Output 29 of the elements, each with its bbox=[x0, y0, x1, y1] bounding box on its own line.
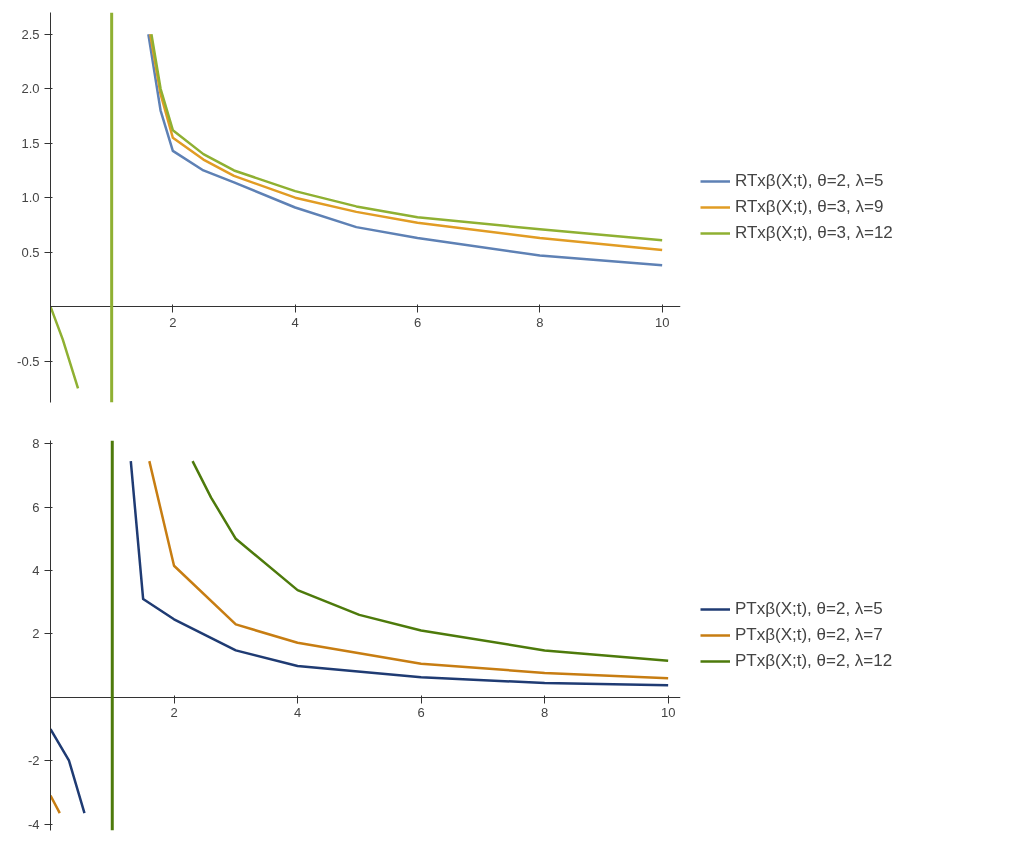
legend-label: PTxβ(X;t), θ=2, λ=5 bbox=[735, 599, 883, 619]
x-tick-label: 6 bbox=[413, 314, 422, 330]
y-tick-label: -2 bbox=[27, 753, 40, 769]
legend-label: RTxβ(X;t), θ=3, λ=12 bbox=[735, 223, 893, 243]
x-tick-label: 6 bbox=[417, 705, 425, 721]
x-tick-label: 10 bbox=[660, 705, 676, 721]
x-tick-label: 2 bbox=[169, 314, 177, 330]
x-tick-label: 4 bbox=[291, 314, 299, 330]
legend-label: RTxβ(X;t), θ=3, λ=9 bbox=[735, 197, 884, 217]
y-tick-label: 4 bbox=[32, 563, 40, 578]
legend-label: RTxβ(X;t), θ=2, λ=5 bbox=[735, 171, 884, 191]
y-tick-label: 1.5 bbox=[21, 135, 40, 151]
y-tick-label: 0.5 bbox=[21, 244, 40, 260]
line-series bbox=[191, 459, 670, 663]
x-tick-label: 10 bbox=[654, 314, 670, 330]
y-tick-label: 6 bbox=[32, 499, 40, 515]
y-tick-label: 2.5 bbox=[21, 26, 40, 42]
y-tick-label: 1.0 bbox=[21, 190, 40, 206]
y-tick-label: -4 bbox=[27, 816, 40, 832]
legend-label: PTxβ(X;t), θ=2, λ=7 bbox=[735, 625, 883, 645]
y-tick-label: 2 bbox=[32, 626, 40, 642]
x-tick-label: 8 bbox=[541, 705, 549, 721]
x-tick-label: 8 bbox=[536, 314, 544, 330]
y-tick-label: 2.0 bbox=[21, 81, 40, 97]
x-tick-label: 4 bbox=[293, 705, 302, 721]
y-tick-label: 8 bbox=[32, 436, 40, 452]
x-tick-label: 2 bbox=[170, 705, 178, 721]
y-tick-label: -0.5 bbox=[17, 353, 40, 369]
legend-label: PTxβ(X;t), θ=2, λ=12 bbox=[735, 651, 893, 671]
